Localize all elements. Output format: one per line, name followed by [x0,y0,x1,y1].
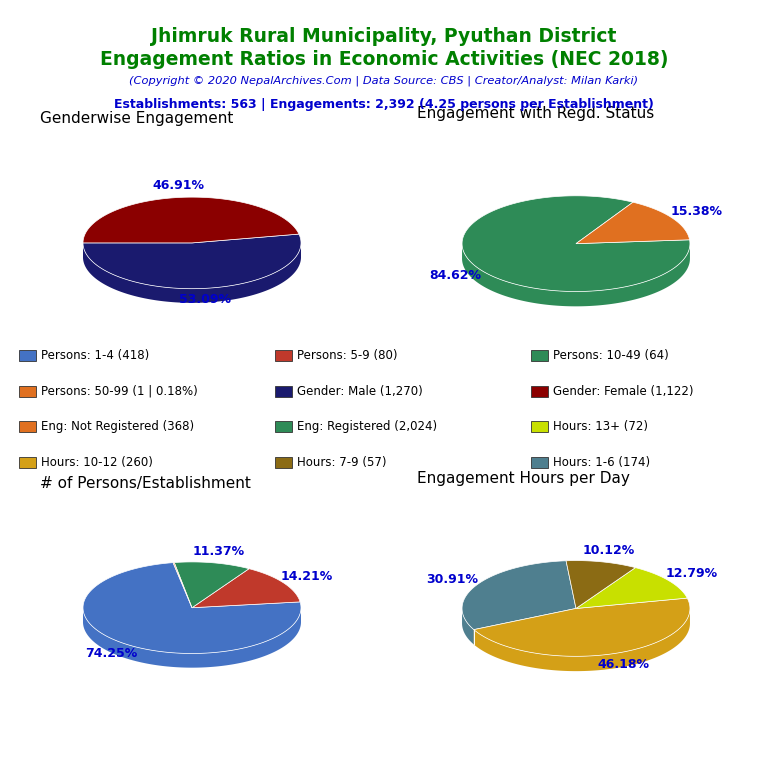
Polygon shape [83,608,301,667]
Text: # of Persons/Establishment: # of Persons/Establishment [40,475,251,491]
Text: Hours: 13+ (72): Hours: 13+ (72) [553,420,647,433]
Bar [275,422,292,432]
Text: 46.91%: 46.91% [153,180,205,193]
Polygon shape [474,598,690,657]
Text: (Copyright © 2020 NepalArchives.Com | Data Source: CBS | Creator/Analyst: Milan : (Copyright © 2020 NepalArchives.Com | Da… [130,75,638,86]
Bar [531,350,548,361]
Polygon shape [576,568,687,608]
Text: 53.09%: 53.09% [179,293,231,306]
Text: 74.25%: 74.25% [85,647,137,660]
Polygon shape [566,561,635,608]
Text: Hours: 10-12 (260): Hours: 10-12 (260) [41,455,153,468]
Text: Persons: 5-9 (80): Persons: 5-9 (80) [296,349,397,362]
Bar [531,386,548,396]
Text: 14.21%: 14.21% [280,570,333,583]
Polygon shape [462,244,690,306]
Polygon shape [174,562,249,607]
Text: Persons: 10-49 (64): Persons: 10-49 (64) [553,349,668,362]
Text: 46.18%: 46.18% [598,658,649,671]
Text: 11.37%: 11.37% [192,545,244,558]
Bar [531,422,548,432]
Bar [19,457,36,468]
Text: 30.91%: 30.91% [425,573,478,586]
Polygon shape [173,562,192,607]
Text: Eng: Not Registered (368): Eng: Not Registered (368) [41,420,194,433]
Polygon shape [462,196,690,292]
Polygon shape [83,243,301,303]
Text: 84.62%: 84.62% [429,269,482,282]
Text: Jhimruk Rural Municipality, Pyuthan District: Jhimruk Rural Municipality, Pyuthan Dist… [151,27,617,46]
Text: 10.12%: 10.12% [582,544,634,557]
Polygon shape [83,563,301,654]
Bar [19,386,36,396]
Polygon shape [83,234,301,289]
Text: Gender: Female (1,122): Gender: Female (1,122) [553,385,694,398]
Text: Gender: Male (1,270): Gender: Male (1,270) [296,385,422,398]
Bar [275,386,292,396]
Text: Hours: 7-9 (57): Hours: 7-9 (57) [296,455,386,468]
Polygon shape [576,202,690,243]
Text: Engagement Hours per Day: Engagement Hours per Day [417,472,630,486]
Text: Eng: Registered (2,024): Eng: Registered (2,024) [296,420,437,433]
Bar [531,457,548,468]
Polygon shape [192,568,300,607]
Bar [275,457,292,468]
Text: Hours: 1-6 (174): Hours: 1-6 (174) [553,455,650,468]
Bar [275,350,292,361]
Text: Engagement Ratios in Economic Activities (NEC 2018): Engagement Ratios in Economic Activities… [100,50,668,69]
Bar [19,422,36,432]
Text: Establishments: 563 | Engagements: 2,392 (4.25 persons per Establishment): Establishments: 563 | Engagements: 2,392… [114,98,654,111]
Bar [19,350,36,361]
Text: 15.38%: 15.38% [670,205,723,218]
Polygon shape [462,609,474,644]
Text: 12.79%: 12.79% [666,568,718,580]
Text: Persons: 50-99 (1 | 0.18%): Persons: 50-99 (1 | 0.18%) [41,385,197,398]
Polygon shape [462,561,576,630]
Text: Engagement with Regd. Status: Engagement with Regd. Status [417,107,654,121]
Polygon shape [83,197,299,243]
Text: Persons: 1-4 (418): Persons: 1-4 (418) [41,349,149,362]
Text: Genderwise Engagement: Genderwise Engagement [40,111,233,126]
Polygon shape [474,609,690,671]
